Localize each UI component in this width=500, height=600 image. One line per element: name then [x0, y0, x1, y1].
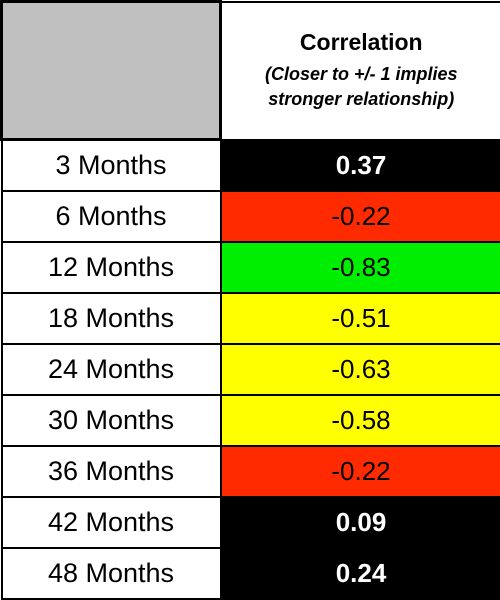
period-label: 6 Months — [2, 191, 221, 242]
header-cell: Correlation (Closer to +/- 1 implies str… — [221, 2, 500, 140]
table-row: 12 Months -0.83 — [2, 242, 500, 293]
correlation-value: -0.63 — [221, 344, 500, 395]
correlation-value: 0.24 — [221, 548, 500, 599]
table-row: 3 Months 0.37 — [2, 140, 500, 191]
table-row: 24 Months -0.63 — [2, 344, 500, 395]
table-row: 30 Months -0.58 — [2, 395, 500, 446]
correlation-value: -0.83 — [221, 242, 500, 293]
period-label: 48 Months — [2, 548, 221, 599]
header-blank-cell — [2, 2, 221, 140]
column-title: Correlation — [222, 29, 500, 56]
correlation-value: 0.37 — [221, 140, 500, 191]
table-row: 48 Months 0.24 — [2, 548, 500, 599]
correlation-value: -0.51 — [221, 293, 500, 344]
period-label: 18 Months — [2, 293, 221, 344]
column-note-line-1: (Closer to +/- 1 implies — [222, 62, 500, 87]
period-label: 36 Months — [2, 446, 221, 497]
period-label: 12 Months — [2, 242, 221, 293]
table-row: 18 Months -0.51 — [2, 293, 500, 344]
table-row: 42 Months 0.09 — [2, 497, 500, 548]
period-label: 30 Months — [2, 395, 221, 446]
period-label: 42 Months — [2, 497, 221, 548]
correlation-value: 0.09 — [221, 497, 500, 548]
correlation-value: -0.22 — [221, 191, 500, 242]
table-row: 6 Months -0.22 — [2, 191, 500, 242]
period-label: 24 Months — [2, 344, 221, 395]
header-row: Correlation (Closer to +/- 1 implies str… — [2, 2, 500, 140]
correlation-value: -0.22 — [221, 446, 500, 497]
period-label: 3 Months — [2, 140, 221, 191]
correlation-value: -0.58 — [221, 395, 500, 446]
table-row: 36 Months -0.22 — [2, 446, 500, 497]
column-note-line-2: stronger relationship) — [222, 87, 500, 112]
table-body: 3 Months 0.37 6 Months -0.22 12 Months -… — [2, 140, 500, 599]
